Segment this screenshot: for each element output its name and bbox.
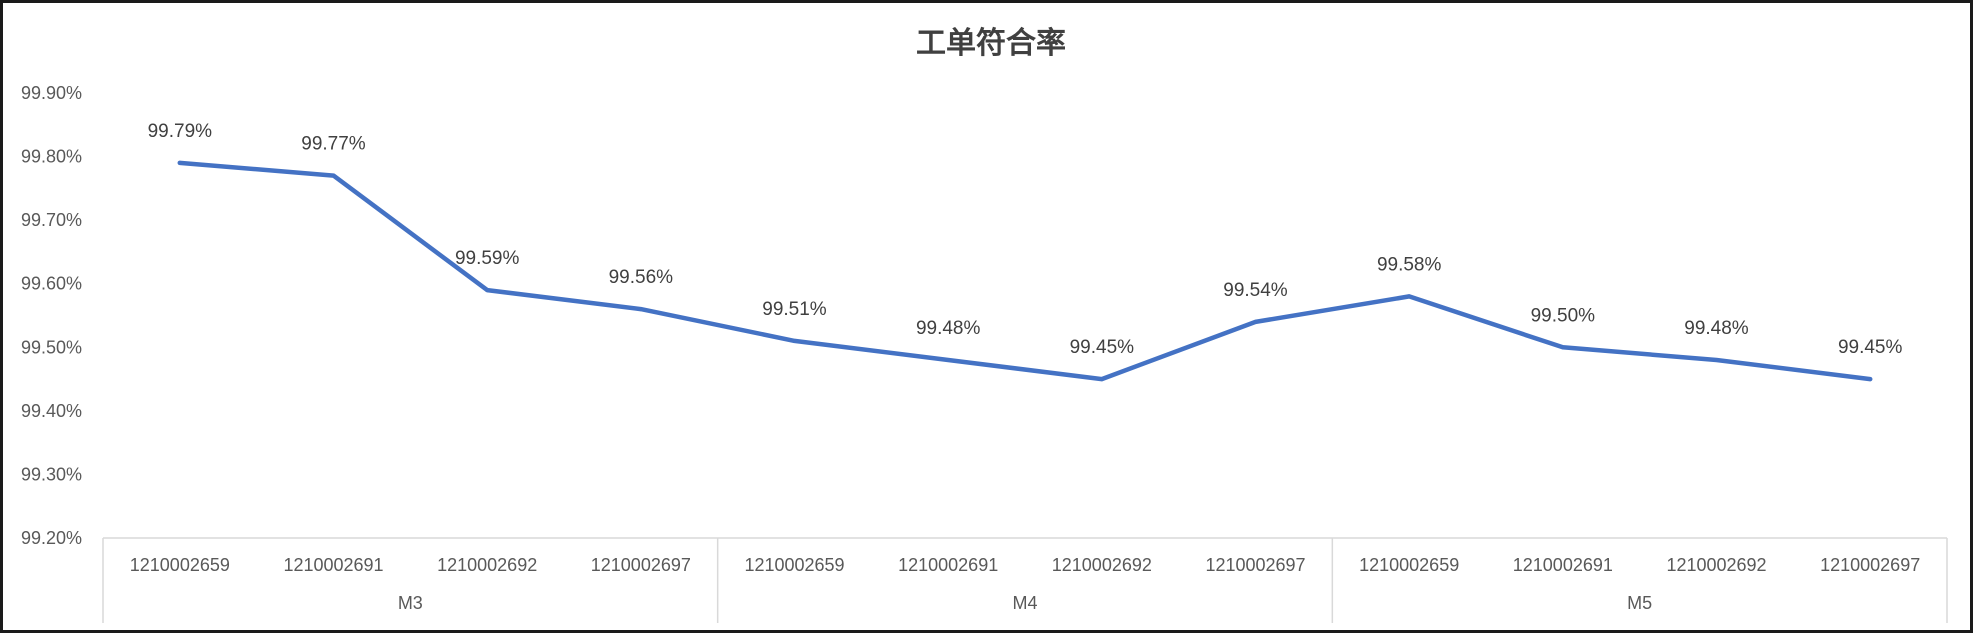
data-label: 99.54%: [1223, 280, 1288, 301]
y-tick-label: 99.30%: [21, 464, 82, 484]
x-tick-label: 1210002659: [130, 555, 230, 575]
data-labels: 99.79% 99.77% 99.59% 99.56% 99.51% 99.48% 99.4…: [148, 121, 1903, 358]
data-point: [178, 161, 182, 165]
y-tick-label: 99.70%: [21, 210, 82, 230]
y-tick-label: 99.50%: [21, 337, 82, 357]
data-label: 99.48%: [916, 318, 981, 339]
data-point: [793, 339, 797, 343]
data-label: 99.50%: [1531, 305, 1596, 326]
x-tick-label: 1210002692: [1666, 555, 1766, 575]
y-tick-label: 99.20%: [21, 528, 82, 548]
data-point: [1254, 320, 1258, 324]
data-point: [1407, 294, 1411, 298]
y-tick-label: 99.80%: [21, 147, 82, 167]
x-tick-label: 1210002692: [437, 555, 537, 575]
data-label: 99.56%: [609, 267, 674, 288]
y-tick-label: 99.60%: [21, 274, 82, 294]
x-axis: 1210002659 1210002691 1210002692 1210002697…: [103, 538, 1947, 623]
x-tick-label: 1210002697: [1205, 555, 1305, 575]
data-label: 99.48%: [1684, 318, 1749, 339]
x-tick-label: 1210002691: [283, 555, 383, 575]
x-tick-label: 1210002697: [1820, 555, 1920, 575]
data-label: 99.45%: [1070, 337, 1135, 358]
chart-title: 工单符合率: [916, 26, 1066, 61]
series-layer: [178, 161, 1872, 381]
data-point: [1868, 377, 1872, 381]
data-point: [1715, 358, 1719, 362]
data-label: 99.45%: [1838, 337, 1903, 358]
data-point: [946, 358, 950, 362]
x-tick-label: 1210002691: [898, 555, 998, 575]
y-axis: 99.20% 99.30% 99.40% 99.50% 99.60% 99.70% 99.8…: [21, 83, 82, 548]
x-tick-label: 1210002691: [1513, 555, 1613, 575]
x-tick-label: 1210002659: [1359, 555, 1459, 575]
data-point: [639, 307, 643, 311]
line-chart: 工单符合率 99.20% 99.30% 99.40% 99.50% 99.60% 99.7…: [3, 3, 1973, 636]
data-label: 99.51%: [762, 299, 827, 320]
y-tick-label: 99.40%: [21, 401, 82, 421]
group-label: M3: [398, 593, 423, 613]
group-label: M5: [1627, 593, 1652, 613]
series-line: [180, 163, 1870, 379]
y-tick-label: 99.90%: [21, 83, 82, 103]
data-label: 99.77%: [301, 134, 366, 155]
data-point: [332, 174, 336, 178]
data-label: 99.58%: [1377, 254, 1442, 275]
x-tick-label: 1210002692: [1052, 555, 1152, 575]
x-tick-label: 1210002659: [744, 555, 844, 575]
data-point: [1561, 345, 1565, 349]
group-label: M4: [1012, 593, 1037, 613]
data-point: [485, 288, 489, 292]
data-point: [1100, 377, 1104, 381]
x-tick-label: 1210002697: [591, 555, 691, 575]
data-label: 99.79%: [148, 121, 213, 142]
data-label: 99.59%: [455, 248, 520, 269]
